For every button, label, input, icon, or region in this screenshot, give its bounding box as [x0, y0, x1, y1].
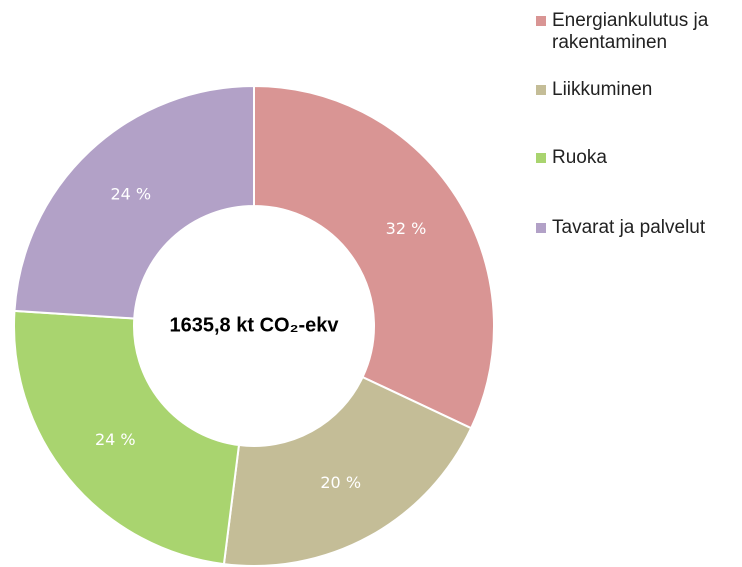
value-label: 24 % [95, 430, 136, 449]
center-label: 1635,8 kt CO₂-ekv [170, 314, 340, 336]
legend-swatch [536, 16, 546, 26]
value-label: 32 % [386, 219, 427, 238]
legend-swatch [536, 153, 546, 163]
legend-swatch [536, 223, 546, 233]
legend-swatch [536, 85, 546, 95]
legend-label: Tavarat ja palvelut [552, 217, 706, 238]
slice [13, 84, 255, 320]
value-label: 20 % [320, 473, 361, 492]
slice [222, 375, 473, 567]
slices: 32 % 20 % 24 % 24 % [13, 84, 495, 567]
legend-label: Ruoka [552, 147, 607, 168]
legend-item: Tavarat ja palvelut [536, 217, 742, 239]
value-label: 24 % [110, 184, 151, 203]
slice [13, 309, 241, 566]
legend-item: Energiankulutus ja rakentaminen [536, 10, 742, 54]
legend-item: Liikkuminen [536, 79, 742, 101]
slice [253, 84, 495, 430]
legend-item: Ruoka [536, 147, 742, 169]
legend-label: Energiankulutus ja rakentaminen [552, 10, 709, 53]
legend-label: Liikkuminen [552, 79, 653, 100]
